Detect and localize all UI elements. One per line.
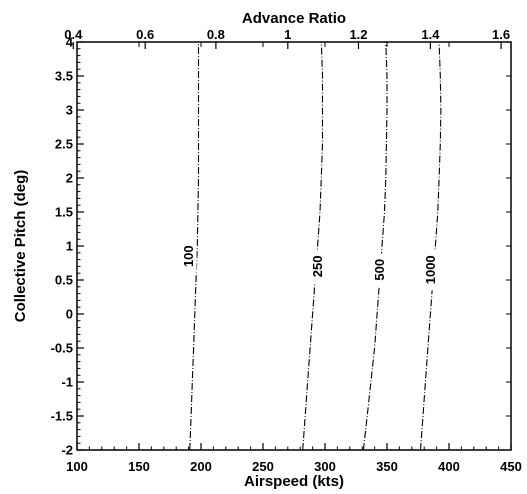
x2-tick-label: 1.4 [421, 27, 440, 42]
y-tick-label: 1.5 [55, 205, 73, 220]
x2-tick-label: 1 [284, 27, 291, 42]
y-axis-title: Collective Pitch (deg) [12, 170, 29, 323]
x-axis-title: Airspeed (kts) [244, 473, 344, 490]
x2-tick-label: 0.4 [64, 27, 83, 42]
contour-line-500 [362, 41, 388, 451]
contour-line-1000 [419, 41, 442, 451]
contour-line-250 [302, 41, 324, 451]
x2-tick-label: 0.6 [136, 27, 154, 42]
contour-label-100: 100 [181, 245, 196, 267]
y-tick-label: 0 [66, 307, 73, 322]
contour-label-250: 250 [310, 256, 325, 278]
x2-axis-title: Advance Ratio [242, 10, 346, 27]
contour-label-500: 500 [372, 259, 387, 281]
y-tick-label: -1 [61, 375, 73, 390]
x2-tick-label: 1.6 [492, 27, 510, 42]
contour-label-background [422, 249, 439, 291]
x-tick-label: 250 [252, 459, 274, 474]
y-tick-label: -0.5 [51, 341, 73, 356]
y-tick-label: 3 [66, 103, 73, 118]
x-tick-label: 100 [66, 459, 88, 474]
y-tick-label: 3.5 [55, 69, 73, 84]
y-tick-label: -1.5 [51, 409, 73, 424]
x-tick-label: 150 [128, 459, 150, 474]
x-tick-label: 400 [438, 459, 460, 474]
y-tick-label: 2.5 [55, 137, 73, 152]
y-tick-label: -2 [61, 443, 73, 458]
x2-tick-label: 0.8 [207, 27, 225, 42]
x2-axis-ticks: 0.4 0.6 0.8 1 1.2 1.4 1.6 [64, 27, 510, 49]
contour-lines: 100 250 500 1000 [180, 41, 442, 451]
contour-label-background [371, 253, 388, 287]
x-axis-ticks: 100 150 200 250 300 350 400 450 [66, 42, 522, 474]
contour-label-1000: 1000 [423, 255, 438, 284]
y-tick-label: 4 [66, 35, 74, 50]
y-tick-label: 2 [66, 171, 73, 186]
x-tick-label: 300 [314, 459, 336, 474]
x2-tick-label: 1.2 [349, 27, 367, 42]
y-tick-label: 0.5 [55, 273, 73, 288]
x-tick-label: 450 [500, 459, 522, 474]
x-tick-label: 200 [190, 459, 212, 474]
contour-label-background [180, 239, 197, 273]
x-tick-label: 350 [376, 459, 398, 474]
plot-frame [76, 41, 512, 451]
y-axis-ticks: -2 -1.5 -1 -0.5 0 0.5 1 1.5 2 2.5 3 3.5 4 [51, 35, 511, 458]
contour-label-background [309, 249, 326, 283]
y-tick-label: 1 [66, 239, 73, 254]
contour-line-100 [189, 42, 200, 451]
